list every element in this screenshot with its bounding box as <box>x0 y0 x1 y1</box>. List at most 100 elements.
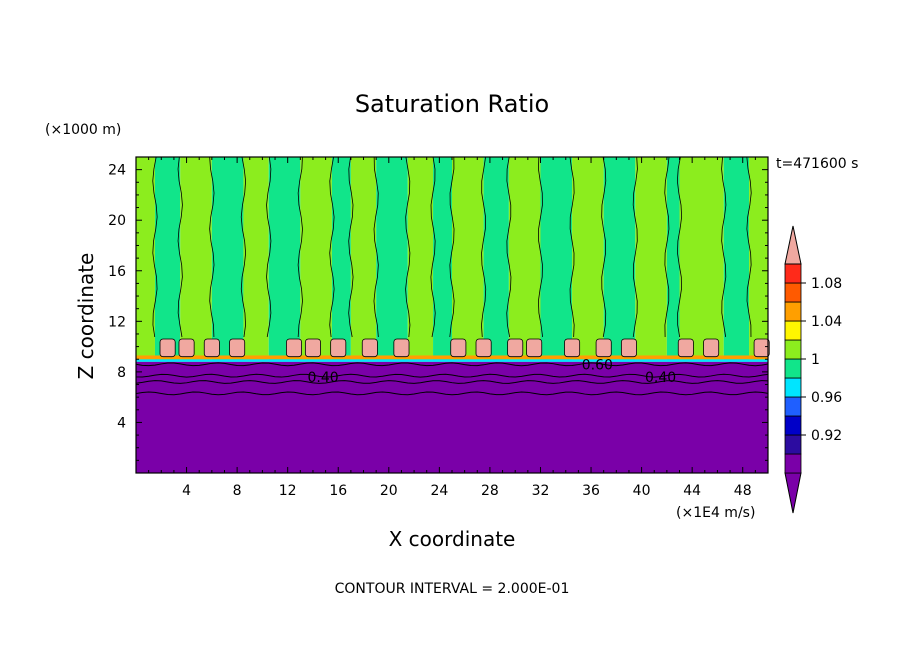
contour-column <box>483 157 509 362</box>
contour-line <box>430 156 436 338</box>
cloud-cell <box>393 338 410 358</box>
colorbar-segment <box>784 301 802 322</box>
x-tick-label: 24 <box>430 483 448 499</box>
y-tick-label: 4 <box>117 415 126 431</box>
contour-column <box>433 157 452 362</box>
colorbar-segment <box>784 263 802 284</box>
x-tick-label: 28 <box>481 483 499 499</box>
colorbar-label: 1 <box>811 352 820 368</box>
cloud-cell <box>159 338 176 358</box>
contour-column <box>635 157 667 362</box>
contour-column <box>679 157 724 362</box>
contour-column <box>508 157 541 362</box>
low-saturation-layer <box>136 361 768 473</box>
contour-label: 0.40 <box>307 370 338 386</box>
x-tick-label: 20 <box>380 483 398 499</box>
cloud-cell <box>595 338 612 358</box>
x-unit-label: (×1E4 m/s) <box>676 505 755 521</box>
cloud-cell <box>304 338 321 358</box>
contour-line <box>405 156 411 338</box>
contour-line <box>481 156 487 338</box>
x-axis-label: X coordinate <box>389 527 516 551</box>
contour-column <box>211 157 244 362</box>
contour-column <box>572 157 604 362</box>
plot-area: 0.40 0.400.604 8 12 16 20 24 28 32 36 40 44 48481216… <box>108 156 770 499</box>
colorbar-segment <box>784 358 802 379</box>
contour-line <box>135 380 769 384</box>
contour-line <box>664 156 670 338</box>
colorbar-label: 0.92 <box>811 428 842 444</box>
colorbar-segment <box>784 282 802 303</box>
contour-column <box>407 157 434 362</box>
contour-column <box>136 157 155 362</box>
contour-line <box>506 156 512 338</box>
contour-label: 0.40 <box>645 370 676 386</box>
cloud-cell <box>564 338 581 358</box>
contour-interval-footer: CONTOUR INTERVAL = 2.000E-01 <box>335 581 570 597</box>
contour-line <box>135 373 769 378</box>
contour-line <box>266 156 272 338</box>
contour-line <box>329 156 335 338</box>
y-tick-label: 8 <box>117 365 126 381</box>
x-tick-label: 16 <box>329 483 347 499</box>
y-tick-label: 24 <box>108 163 126 179</box>
cloud-cell <box>526 338 543 358</box>
contour-column <box>154 157 181 362</box>
contour-line <box>676 156 683 338</box>
cloud-base-strip <box>136 359 768 362</box>
contour-line <box>537 156 544 338</box>
contour-column <box>603 157 636 362</box>
contour-column <box>350 157 377 362</box>
contour-column <box>243 157 269 362</box>
contour-line <box>297 156 303 338</box>
colorbar-segment <box>784 339 802 360</box>
chart-title: Saturation Ratio <box>355 90 549 118</box>
contour-label: 0.60 <box>582 358 613 374</box>
contour-line <box>152 156 158 338</box>
y-tick-label: 12 <box>108 314 126 330</box>
y-tick-label: 16 <box>108 264 126 280</box>
colorbar-segment <box>784 453 802 474</box>
contour-line <box>746 156 752 338</box>
contour-line <box>209 156 215 338</box>
colorbar-segment <box>784 320 802 341</box>
cloud-cell <box>361 338 378 358</box>
cloud-cell <box>753 338 770 358</box>
contour-column <box>376 157 408 362</box>
cloud-cell <box>620 338 637 358</box>
cloud-cell <box>677 338 694 358</box>
colorbar-segment <box>784 377 802 398</box>
contour-line <box>135 362 769 367</box>
cloud-cell <box>507 338 524 358</box>
y-unit-label: (×1000 m) <box>45 122 121 138</box>
cloud-cell <box>203 338 220 358</box>
cloud-cell <box>330 338 347 358</box>
y-tick-label: 20 <box>108 213 126 229</box>
contour-line <box>177 156 183 338</box>
x-tick-label: 12 <box>279 483 297 499</box>
cloud-cell <box>229 338 246 358</box>
contour-line <box>240 156 247 338</box>
contour-column <box>331 157 351 362</box>
cloud-cell <box>703 338 720 358</box>
contour-line <box>135 391 769 396</box>
time-label: t=471600 s <box>776 156 858 172</box>
x-tick-label: 8 <box>233 483 242 499</box>
colorbar-label: 1.04 <box>811 314 842 330</box>
colorbar-segment <box>784 415 802 436</box>
x-tick-label: 36 <box>582 483 600 499</box>
cloud-cell <box>450 338 467 358</box>
contour-line <box>601 156 607 338</box>
cloud-orange-strip <box>136 355 768 360</box>
contour-line <box>348 156 354 338</box>
contour-line <box>569 156 575 338</box>
contour-column <box>268 157 301 362</box>
colorbar-label: 0.96 <box>811 390 842 406</box>
x-tick-label: 40 <box>633 483 651 499</box>
colorbar-label: 1.08 <box>811 276 842 292</box>
cloud-cell <box>475 338 492 358</box>
x-tick-label: 32 <box>532 483 550 499</box>
x-tick-label: 44 <box>683 483 701 499</box>
x-tick-label: 48 <box>734 483 752 499</box>
contour-column <box>723 157 750 362</box>
